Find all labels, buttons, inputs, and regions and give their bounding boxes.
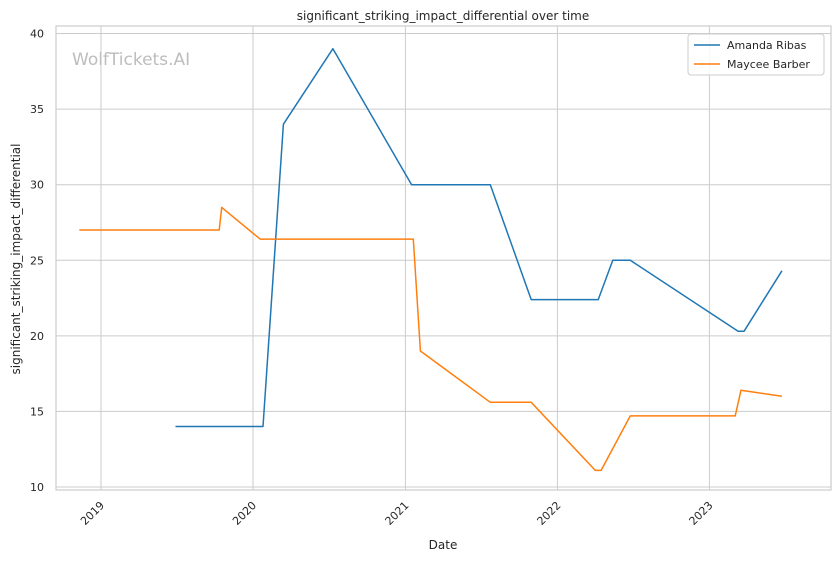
- chart-title: significant_striking_impact_differential…: [297, 9, 589, 23]
- series-lines: [79, 47, 783, 472]
- series-line-maycee-barber: [79, 206, 783, 472]
- x-tick-label: 2022: [535, 499, 564, 528]
- x-tick-label: 2023: [687, 499, 716, 528]
- y-tick-label: 15: [30, 405, 44, 418]
- y-tick-label: 20: [30, 330, 44, 343]
- y-tick-label: 30: [30, 179, 44, 192]
- watermark: WolfTickets.AI: [72, 50, 190, 70]
- y-tick-label: 10: [30, 481, 44, 494]
- series-line-amanda-ribas: [175, 47, 783, 428]
- y-axis-ticks: 10 15 20 25 30 35 40: [30, 28, 44, 494]
- plot-background: [56, 26, 831, 490]
- plot-frame: [55, 25, 832, 491]
- x-axis-title: Date: [429, 538, 458, 552]
- y-tick-label: 25: [30, 254, 44, 267]
- legend-box: [687, 33, 825, 76]
- y-tick-label: 40: [30, 28, 44, 41]
- x-tick-label: 2021: [383, 499, 412, 528]
- y-axis-title: significant_striking_impact_differential: [9, 144, 23, 375]
- x-tick-label: 2020: [230, 499, 259, 528]
- x-axis-ticks: 2019 2020 2021 2022 2023: [78, 499, 715, 528]
- legend-label-maycee-barber: Maycee Barber: [727, 58, 810, 71]
- y-tick-label: 35: [30, 103, 44, 116]
- legend: Amanda Ribas Maycee Barber: [687, 33, 825, 76]
- legend-label-amanda-ribas: Amanda Ribas: [727, 39, 807, 52]
- x-tick-label: 2019: [78, 499, 107, 528]
